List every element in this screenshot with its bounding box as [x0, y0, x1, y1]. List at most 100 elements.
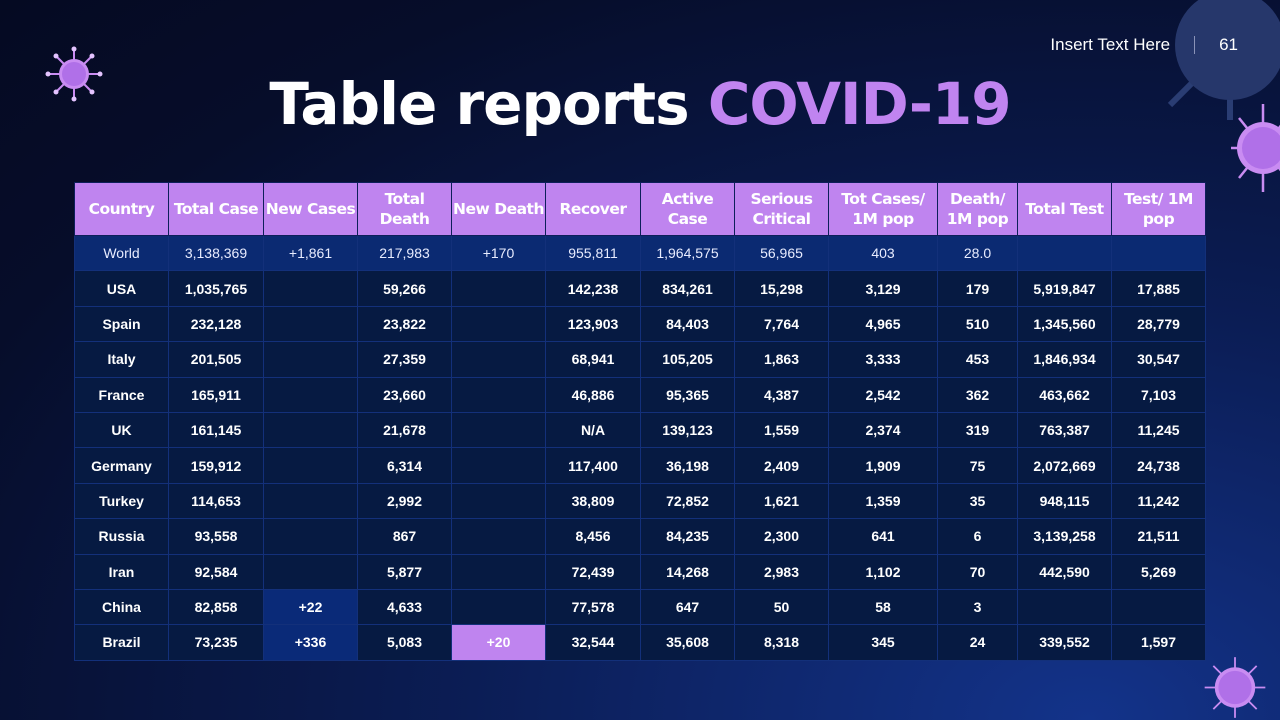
table-cell — [1017, 234, 1112, 272]
table-cell: 68,941 — [545, 341, 641, 378]
title-highlight: COVID-19 — [707, 70, 1012, 138]
table-cell: 217,983 — [357, 234, 452, 272]
column-header: New Death — [451, 182, 546, 236]
table-cell: 24 — [937, 624, 1018, 661]
table-cell: 36,198 — [640, 447, 735, 484]
table-cell: 641 — [828, 518, 938, 555]
table-cell: 28.0 — [937, 234, 1018, 272]
table-cell: 72,439 — [545, 553, 641, 590]
table-row: Brazil 73,235 +336 5,083 +20 32,544 35,608 8,31… — [74, 624, 1206, 661]
covid-table: Country Total Case New Cases Total Death New… — [74, 182, 1206, 661]
table-cell: 647 — [640, 588, 735, 626]
table-row: China 82,858 +22 4,633 77,578 647 50 58 3 — [74, 588, 1206, 626]
table-cell — [451, 305, 546, 343]
table-cell: 5,877 — [357, 553, 452, 590]
table-cell: USA — [74, 270, 169, 307]
table-cell: 5,269 — [1111, 553, 1206, 590]
table-cell: 58 — [828, 588, 938, 626]
table-cell: Germany — [74, 447, 169, 484]
table-row: USA 1,035,765 59,266 142,238 834,261 15,298 3,… — [74, 270, 1206, 307]
table-cell: 1,345,560 — [1017, 305, 1112, 343]
table-cell: 1,559 — [734, 411, 829, 449]
table-cell: 8,456 — [545, 518, 641, 555]
table-cell — [263, 482, 358, 520]
table-cell: 56,965 — [734, 234, 829, 272]
divider — [1194, 36, 1196, 54]
slide-header: Insert Text Here 61 — [1050, 35, 1238, 55]
table-cell — [1111, 588, 1206, 626]
table-cell: 165,911 — [168, 376, 264, 413]
table-cell: 123,903 — [545, 305, 641, 343]
table-cell: 453 — [937, 341, 1018, 378]
table-cell — [451, 588, 546, 626]
table-cell — [451, 553, 546, 590]
table-cell: 319 — [937, 411, 1018, 449]
table-cell — [451, 270, 546, 307]
table-cell: 763,387 — [1017, 411, 1112, 449]
table-cell: 139,123 — [640, 411, 735, 449]
table-cell: +1,861 — [263, 234, 358, 272]
table-row: UK 161,145 21,678 N/A 139,123 1,559 2,374 319 76… — [74, 411, 1206, 449]
table-cell — [451, 376, 546, 413]
column-header: Active Case — [640, 182, 735, 236]
world-row: World 3,138,369 +1,861 217,983 +170 955,811 1,… — [74, 234, 1206, 272]
table-cell: 159,912 — [168, 447, 264, 484]
table-cell: 84,235 — [640, 518, 735, 555]
table-row: Russia 93,558 867 8,456 84,235 2,300 641 6 3,139… — [74, 518, 1206, 555]
table-cell: +170 — [451, 234, 546, 272]
column-header: Total Death — [357, 182, 452, 236]
table-cell: 82,858 — [168, 588, 264, 626]
table-cell: 442,590 — [1017, 553, 1112, 590]
table-cell: 510 — [937, 305, 1018, 343]
virus-icon — [1231, 104, 1280, 192]
table-cell: 1,909 — [828, 447, 938, 484]
table-cell: 955,811 — [545, 234, 641, 272]
table-cell: 1,863 — [734, 341, 829, 378]
table-row: Turkey 114,653 2,992 38,809 72,852 1,621 1,359… — [74, 482, 1206, 520]
table-cell: 50 — [734, 588, 829, 626]
header-text: Insert Text Here — [1050, 35, 1171, 54]
table-cell — [263, 376, 358, 413]
table-cell: 77,578 — [545, 588, 641, 626]
table-cell — [451, 341, 546, 378]
table-cell: 15,298 — [734, 270, 829, 307]
table-cell — [451, 482, 546, 520]
table-cell: France — [74, 376, 169, 413]
table-cell: 345 — [828, 624, 938, 661]
table-cell: Turkey — [74, 482, 169, 520]
table-cell: 867 — [357, 518, 452, 555]
table-cell: 142,238 — [545, 270, 641, 307]
table-cell: 30,547 — [1111, 341, 1206, 378]
table-cell: 117,400 — [545, 447, 641, 484]
table-cell: 17,885 — [1111, 270, 1206, 307]
column-header: Test/ 1M pop — [1111, 182, 1206, 236]
table-cell: 7,103 — [1111, 376, 1206, 413]
table-cell: 46,886 — [545, 376, 641, 413]
table-row: Germany 159,912 6,314 117,400 36,198 2,409 1,9… — [74, 447, 1206, 484]
table-cell: 161,145 — [168, 411, 264, 449]
table-cell: 5,919,847 — [1017, 270, 1112, 307]
table-cell: 73,235 — [168, 624, 264, 661]
table-cell: 11,242 — [1111, 482, 1206, 520]
table-cell: 95,365 — [640, 376, 735, 413]
table-cell: 24,738 — [1111, 447, 1206, 484]
table-cell: 5,083 — [357, 624, 452, 661]
table-row: Italy 201,505 27,359 68,941 105,205 1,863 3,33… — [74, 341, 1206, 378]
table-cell: 1,846,934 — [1017, 341, 1112, 378]
column-header: Tot Cases/ 1M pop — [828, 182, 938, 236]
table-cell: 28,779 — [1111, 305, 1206, 343]
table-cell: +20 — [451, 624, 546, 661]
table-cell: 72,852 — [640, 482, 735, 520]
table-cell: 21,511 — [1111, 518, 1206, 555]
table-cell: 834,261 — [640, 270, 735, 307]
table-cell: 6,314 — [357, 447, 452, 484]
virus-icon — [1204, 657, 1266, 718]
column-header: Death/ 1M pop — [937, 182, 1018, 236]
table-cell: 1,359 — [828, 482, 938, 520]
table-cell: 23,822 — [357, 305, 452, 343]
table-cell — [451, 518, 546, 555]
table-cell: China — [74, 588, 169, 626]
table-cell: 2,992 — [357, 482, 452, 520]
table-cell: 2,542 — [828, 376, 938, 413]
table-cell: 1,102 — [828, 553, 938, 590]
